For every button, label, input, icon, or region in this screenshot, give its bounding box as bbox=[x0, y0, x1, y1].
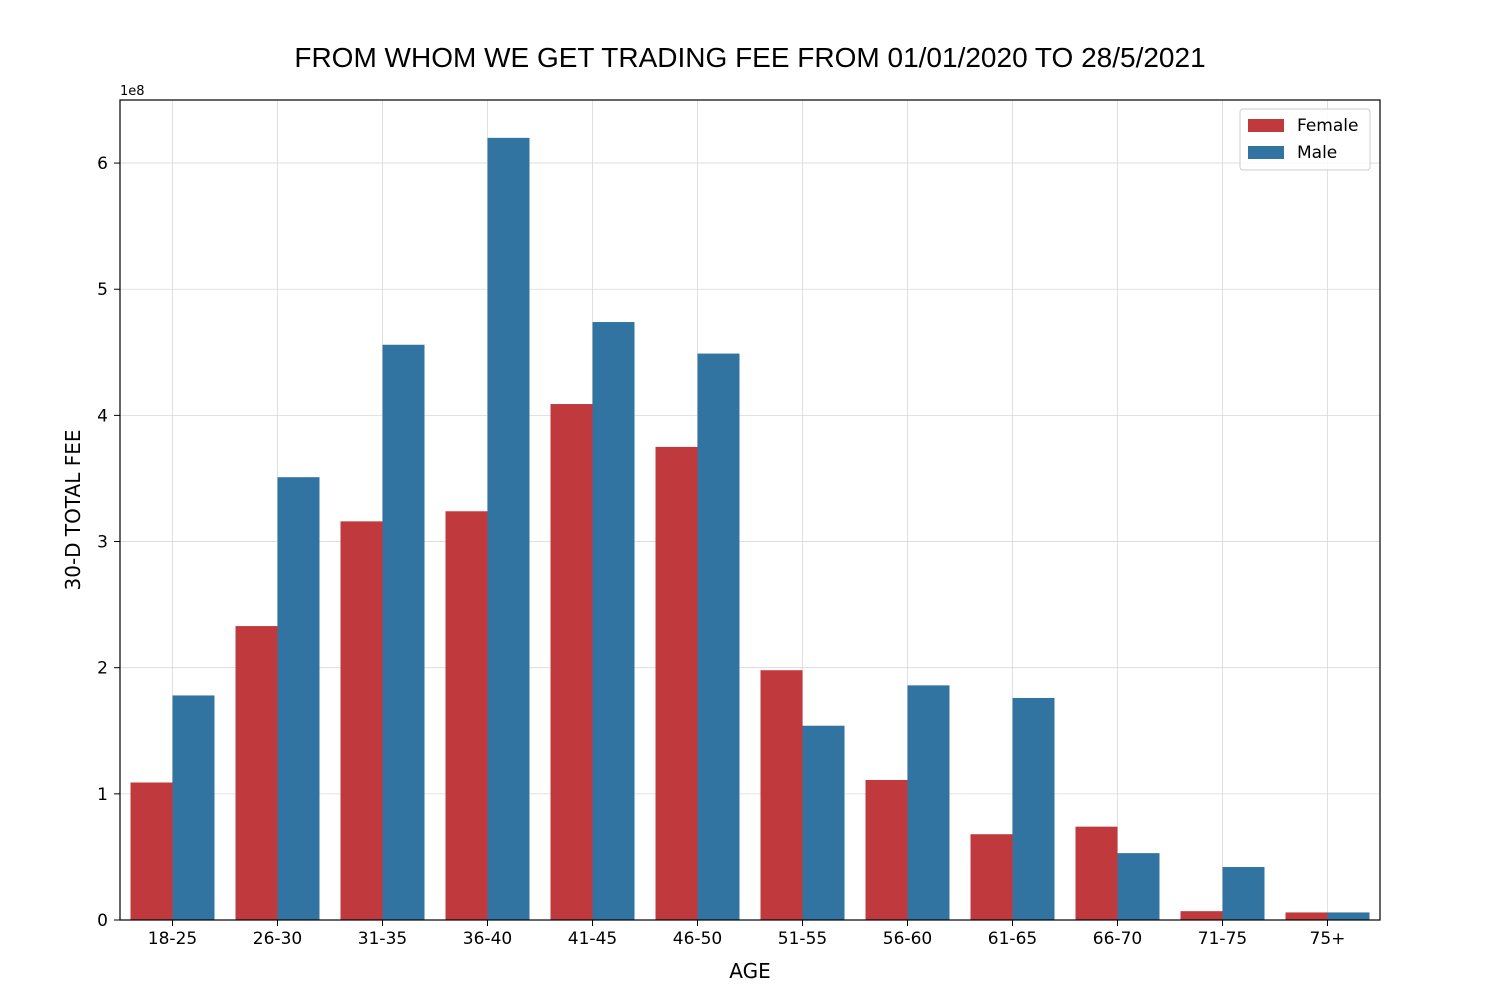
x-tick-label: 36-40 bbox=[463, 929, 512, 949]
bar-female-56-60 bbox=[865, 779, 908, 920]
bar-female-51-55 bbox=[760, 670, 803, 920]
x-tick-label: 66-70 bbox=[1093, 929, 1142, 949]
x-tick-label: 46-50 bbox=[673, 929, 722, 949]
bar-male-18-25 bbox=[172, 695, 215, 920]
bar-female-71-75 bbox=[1180, 911, 1223, 920]
bar-female-75+ bbox=[1285, 912, 1328, 920]
bar-male-31-35 bbox=[382, 344, 425, 920]
bar-male-56-60 bbox=[907, 685, 950, 920]
bar-female-46-50 bbox=[655, 446, 698, 920]
chart-title: FROM WHOM WE GET TRADING FEE FROM 01/01/… bbox=[294, 42, 1206, 73]
x-tick-label: 31-35 bbox=[358, 929, 407, 949]
legend: Female Male bbox=[1239, 108, 1371, 171]
bar-male-41-45 bbox=[592, 322, 635, 920]
x-tick-label: 41-45 bbox=[568, 929, 617, 949]
x-axis-label: AGE bbox=[729, 959, 770, 983]
bar-female-26-30 bbox=[235, 626, 278, 920]
x-tick-label: 61-65 bbox=[988, 929, 1037, 949]
bar-female-66-70 bbox=[1075, 826, 1118, 920]
legend-label-female: Female bbox=[1297, 116, 1358, 136]
y-tick-label: 3 bbox=[97, 533, 108, 553]
x-tick-label: 75+ bbox=[1310, 929, 1346, 949]
bar-female-61-65 bbox=[970, 834, 1013, 920]
bar-female-18-25 bbox=[130, 782, 173, 920]
legend-swatch-female bbox=[1248, 119, 1284, 132]
x-tick-label: 51-55 bbox=[778, 929, 827, 949]
bar-male-51-55 bbox=[802, 725, 845, 920]
bar-male-75+ bbox=[1327, 912, 1370, 920]
x-tick-label: 56-60 bbox=[883, 929, 932, 949]
y-axis-label: 30-D TOTAL FEE bbox=[61, 429, 85, 590]
axis-ticks: 0 1 2 3 4 5 6 18-25 26-30 31-35 36-40 41-45 46-50 51-… bbox=[97, 154, 1345, 949]
bar-male-36-40 bbox=[487, 137, 530, 920]
y-offset-label: 1e8 bbox=[120, 84, 145, 99]
bar-female-31-35 bbox=[340, 521, 383, 920]
y-tick-label: 5 bbox=[97, 280, 108, 300]
plot-frame bbox=[119, 99, 1381, 921]
x-tick-label: 18-25 bbox=[148, 929, 197, 949]
legend-label-male: Male bbox=[1297, 143, 1337, 163]
y-tick-label: 1 bbox=[97, 785, 108, 805]
y-tick-label: 2 bbox=[97, 659, 108, 679]
bars bbox=[130, 137, 1370, 921]
bar-male-71-75 bbox=[1222, 867, 1265, 920]
bar-male-66-70 bbox=[1117, 853, 1160, 920]
y-tick-label: 6 bbox=[97, 154, 108, 174]
bar-male-26-30 bbox=[277, 477, 320, 920]
bar-male-61-65 bbox=[1012, 697, 1055, 920]
bar-male-46-50 bbox=[697, 353, 740, 921]
x-tick-label: 71-75 bbox=[1198, 929, 1247, 949]
bar-female-36-40 bbox=[445, 511, 488, 920]
legend-swatch-male bbox=[1248, 146, 1284, 159]
x-tick-label: 26-30 bbox=[253, 929, 302, 949]
y-tick-label: 0 bbox=[97, 911, 108, 931]
y-tick-label: 4 bbox=[97, 406, 108, 426]
bar-female-41-45 bbox=[550, 404, 593, 920]
